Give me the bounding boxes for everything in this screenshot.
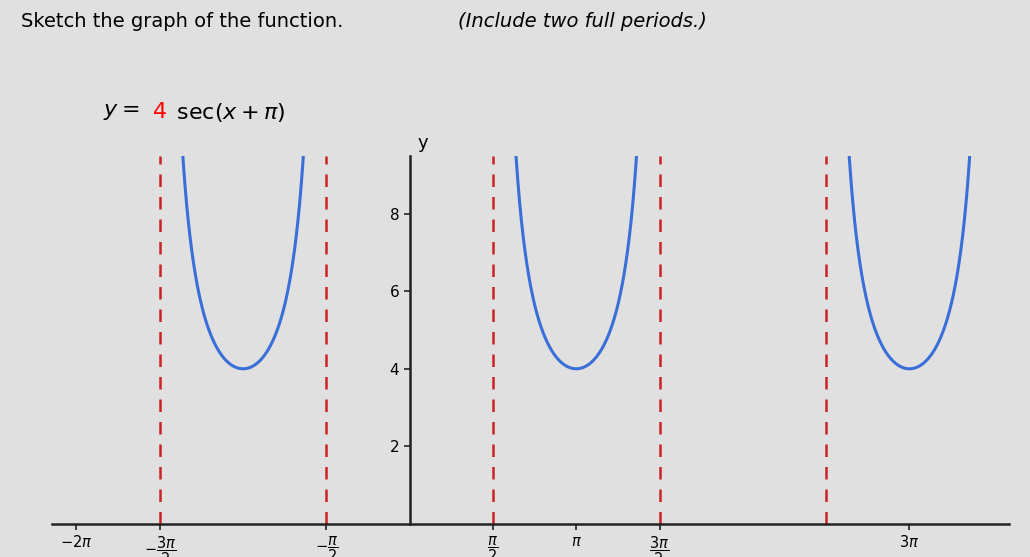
Text: $\,\mathrm{sec}(x + \pi)$: $\,\mathrm{sec}(x + \pi)$ [173,101,285,124]
Text: $4$: $4$ [152,102,167,123]
Text: $y = $: $y = $ [103,102,139,123]
Text: y: y [418,134,428,152]
Text: Sketch the graph of the function.: Sketch the graph of the function. [21,12,349,32]
Text: (Include two full periods.): (Include two full periods.) [458,12,708,32]
